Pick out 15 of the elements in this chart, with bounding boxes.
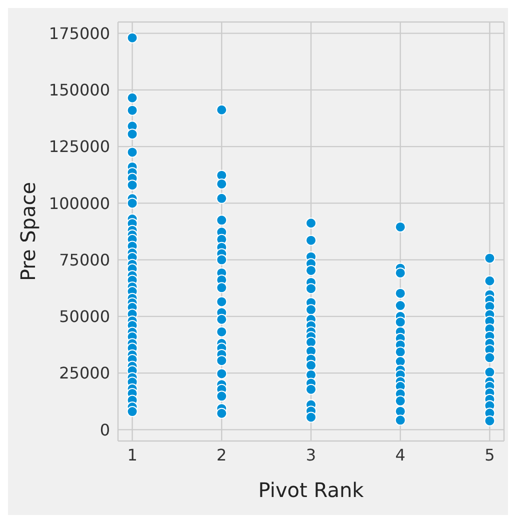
x-axis-title: Pivot Rank — [258, 478, 364, 502]
x-tick-label: 1 — [127, 445, 138, 464]
y-tick-label: 100000 — [48, 194, 110, 213]
x-tick-label: 3 — [306, 445, 316, 464]
y-tick-label: 175000 — [48, 24, 110, 44]
y-tick-label: 50000 — [59, 307, 110, 326]
y-tick-label: 25000 — [59, 364, 110, 383]
y-tick-label: 125000 — [48, 137, 110, 156]
y-axis-title: Pre Space — [16, 182, 40, 282]
x-tick-label: 2 — [216, 445, 227, 464]
x-tick-label: 5 — [484, 445, 495, 464]
y-tick-label: 150000 — [48, 80, 110, 100]
y-tick-label: 0 — [100, 420, 110, 440]
y-tick-label: 75000 — [59, 250, 110, 270]
x-tick-label: 4 — [395, 445, 406, 464]
